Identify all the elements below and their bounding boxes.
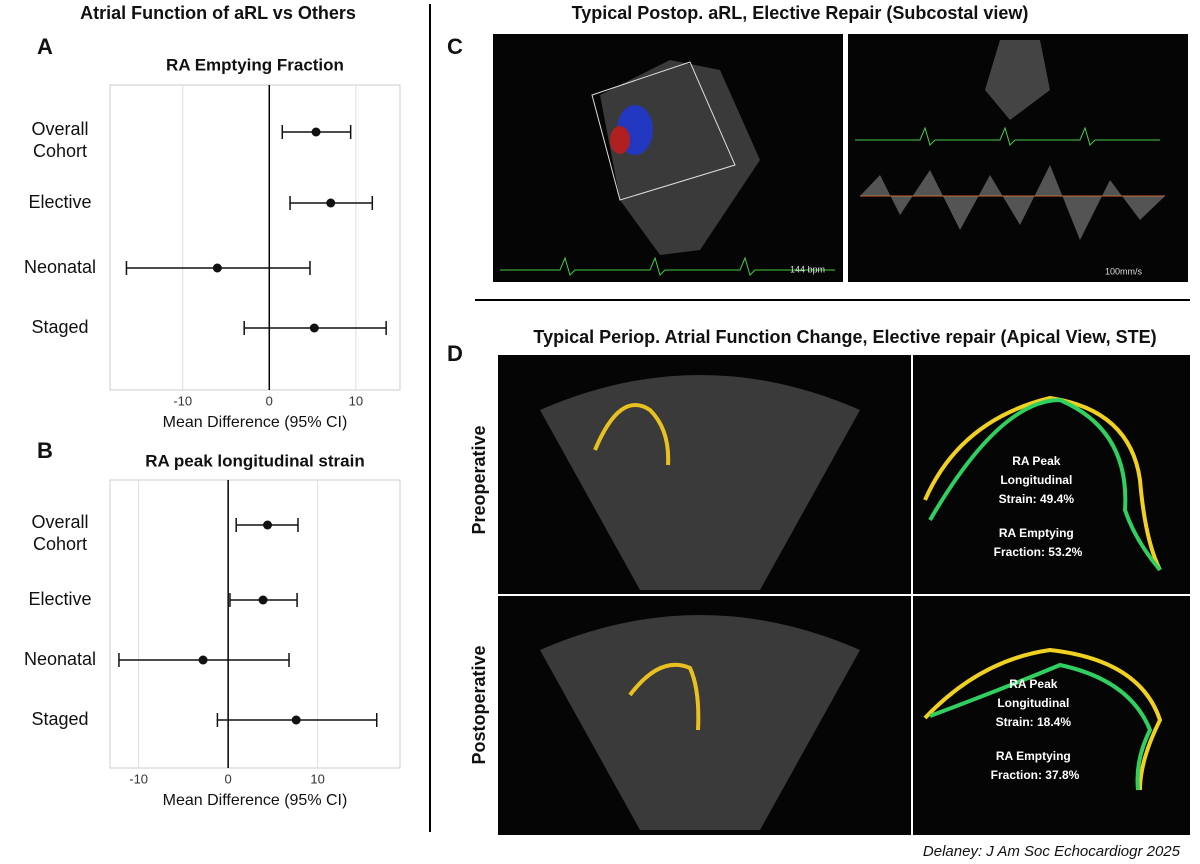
panel-title: Typical Periop. Atrial Function Change, … — [533, 327, 1156, 347]
row-label: Preoperative — [469, 425, 489, 534]
point — [326, 198, 336, 208]
panel-label: B — [37, 438, 53, 463]
plot-area — [109, 84, 401, 391]
panel-label: D — [447, 341, 463, 366]
point — [258, 595, 268, 605]
sweep-speed: 100mm/s — [1105, 266, 1143, 276]
x-tick-label: -10 — [129, 771, 148, 786]
chart-title: RA Emptying Fraction — [166, 55, 344, 74]
citation: Delaney: J Am Soc Echocardiogr 2025 — [923, 843, 1181, 860]
echo-image: 144 bpm 100mm/s — [493, 34, 1188, 282]
x-tick-label: 10 — [310, 771, 324, 786]
category-label: Elective — [28, 589, 91, 609]
category-label: Overall Cohort — [31, 512, 88, 554]
point — [291, 715, 301, 725]
panel-label: C — [447, 34, 463, 59]
plot-area — [109, 479, 401, 769]
category-label: Overall Cohort — [31, 119, 88, 161]
x-tick-label: 0 — [225, 771, 232, 786]
category-label: Staged — [31, 317, 88, 337]
category-label: Neonatal — [24, 257, 96, 277]
point — [212, 263, 222, 273]
figure-title: Atrial Function of aRL vs Others — [80, 3, 356, 23]
category-label: Neonatal — [24, 649, 96, 669]
panel-label: A — [37, 34, 53, 59]
point — [311, 127, 321, 137]
heart-rate: 144 bpm — [790, 264, 825, 274]
category-label: Staged — [31, 709, 88, 729]
row-label: Postoperative — [469, 645, 489, 764]
panel-title: Typical Postop. aRL, Elective Repair (Su… — [572, 3, 1029, 23]
chart-title: RA peak longitudinal strain — [145, 451, 364, 470]
x-axis-title: Mean Difference (95% CI) — [163, 414, 348, 431]
x-tick-label: -10 — [173, 393, 192, 408]
strain-text: RA Peak Longitudinal Strain: 18.4% RA Em… — [991, 677, 1080, 782]
echo-image — [498, 355, 1190, 835]
point — [263, 520, 273, 530]
strain-text: RA Peak Longitudinal Strain: 49.4% RA Em… — [994, 454, 1083, 559]
category-label: Elective — [28, 192, 91, 212]
point — [198, 655, 208, 665]
point — [309, 323, 319, 333]
x-axis-title: Mean Difference (95% CI) — [163, 792, 348, 809]
x-tick-label: 0 — [266, 393, 273, 408]
x-tick-label: 10 — [349, 393, 363, 408]
